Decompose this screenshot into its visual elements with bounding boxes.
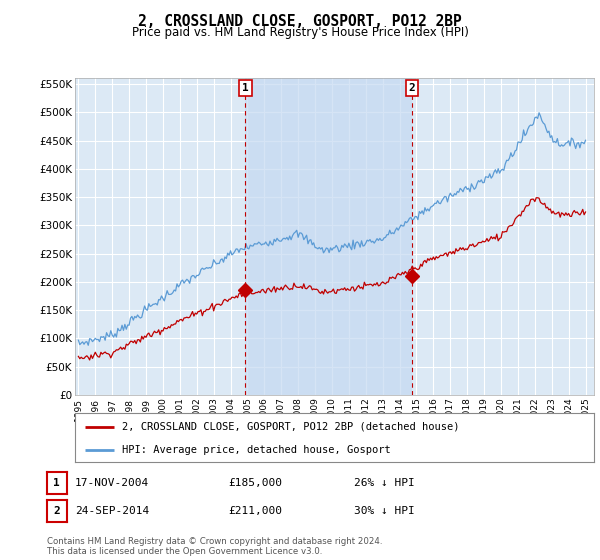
Text: £185,000: £185,000 xyxy=(228,478,282,488)
Text: Contains HM Land Registry data © Crown copyright and database right 2024.
This d: Contains HM Land Registry data © Crown c… xyxy=(47,536,382,556)
Text: HPI: Average price, detached house, Gosport: HPI: Average price, detached house, Gosp… xyxy=(122,445,391,455)
Text: 2, CROSSLAND CLOSE, GOSPORT, PO12 2BP (detached house): 2, CROSSLAND CLOSE, GOSPORT, PO12 2BP (d… xyxy=(122,422,459,432)
Text: 2: 2 xyxy=(409,83,415,93)
Text: 24-SEP-2014: 24-SEP-2014 xyxy=(75,506,149,516)
Text: 1: 1 xyxy=(242,83,249,93)
Bar xyxy=(245,78,412,395)
Text: 2, CROSSLAND CLOSE, GOSPORT, PO12 2BP: 2, CROSSLAND CLOSE, GOSPORT, PO12 2BP xyxy=(138,14,462,29)
Text: 1: 1 xyxy=(53,478,60,488)
Text: £211,000: £211,000 xyxy=(228,506,282,516)
Text: Price paid vs. HM Land Registry's House Price Index (HPI): Price paid vs. HM Land Registry's House … xyxy=(131,26,469,39)
Text: 30% ↓ HPI: 30% ↓ HPI xyxy=(354,506,415,516)
Text: 26% ↓ HPI: 26% ↓ HPI xyxy=(354,478,415,488)
Text: 17-NOV-2004: 17-NOV-2004 xyxy=(75,478,149,488)
Text: 2: 2 xyxy=(53,506,60,516)
